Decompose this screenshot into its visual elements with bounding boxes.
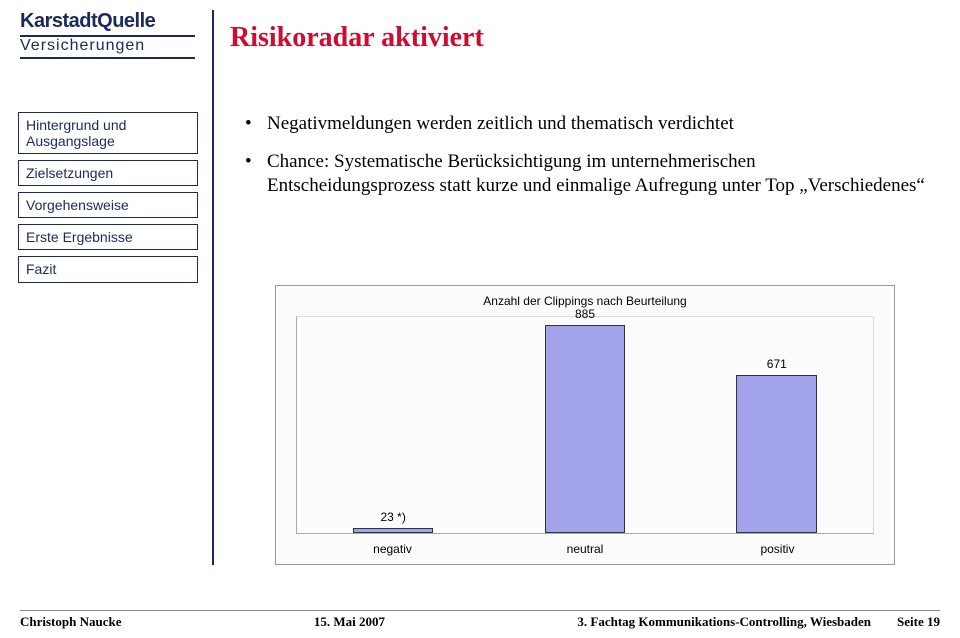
- chart-bar-label: 671: [737, 357, 817, 371]
- chart-container: Anzahl der Clippings nach Beurteilung 23…: [275, 285, 895, 565]
- footer-date: 15. Mai 2007: [314, 614, 385, 630]
- sidebar-nav: Hintergrund und Ausgangslage Zielsetzung…: [18, 112, 198, 289]
- nav-item: Vorgehensweise: [18, 192, 198, 218]
- footer-author: Christoph Naucke: [20, 614, 122, 630]
- footer-page: Seite 19: [897, 614, 940, 629]
- logo-word-2: Quelle: [97, 10, 155, 32]
- page-title: Risikoradar aktiviert: [230, 22, 484, 54]
- chart-xlabel: positiv: [760, 542, 794, 556]
- nav-item: Fazit: [18, 256, 198, 282]
- bullet-item: Negativmeldungen werden zeitlich und the…: [245, 112, 925, 136]
- footer-event: 3. Fachtag Kommunikations-Controlling, W…: [577, 614, 940, 630]
- footer: Christoph Naucke 15. Mai 2007 3. Fachtag…: [20, 610, 940, 630]
- chart-xlabel: neutral: [567, 542, 604, 556]
- logo-line-1: KarstadtQuelle: [20, 10, 195, 33]
- chart-bar: [545, 325, 626, 533]
- footer-event-text: 3. Fachtag Kommunikations-Controlling, W…: [577, 614, 871, 629]
- chart-bar: [736, 375, 817, 533]
- bullet-item: Chance: Systematische Berücksichtigung i…: [245, 150, 925, 198]
- content-area: Negativmeldungen werden zeitlich und the…: [245, 112, 925, 211]
- chart-bar: [353, 528, 434, 533]
- nav-item: Hintergrund und Ausgangslage: [18, 112, 198, 154]
- header: KarstadtQuelle Versicherungen Risikorada…: [0, 10, 960, 95]
- nav-item: Zielsetzungen: [18, 160, 198, 186]
- chart-plot-area: 23 *)885671: [296, 316, 874, 534]
- logo-word-1: Karstadt: [20, 10, 97, 32]
- vertical-divider: [212, 10, 214, 565]
- nav-item: Erste Ergebnisse: [18, 224, 198, 250]
- bullet-list: Negativmeldungen werden zeitlich und the…: [245, 112, 925, 197]
- chart-title: Anzahl der Clippings nach Beurteilung: [276, 286, 894, 308]
- chart-bar-label: 23 *): [353, 510, 433, 524]
- logo-rule-bottom: [20, 57, 195, 59]
- brand-logo: KarstadtQuelle Versicherungen: [20, 10, 195, 61]
- chart-bar-label: 885: [545, 307, 625, 321]
- chart-xlabel: negativ: [373, 542, 412, 556]
- logo-line-2: Versicherungen: [20, 37, 195, 55]
